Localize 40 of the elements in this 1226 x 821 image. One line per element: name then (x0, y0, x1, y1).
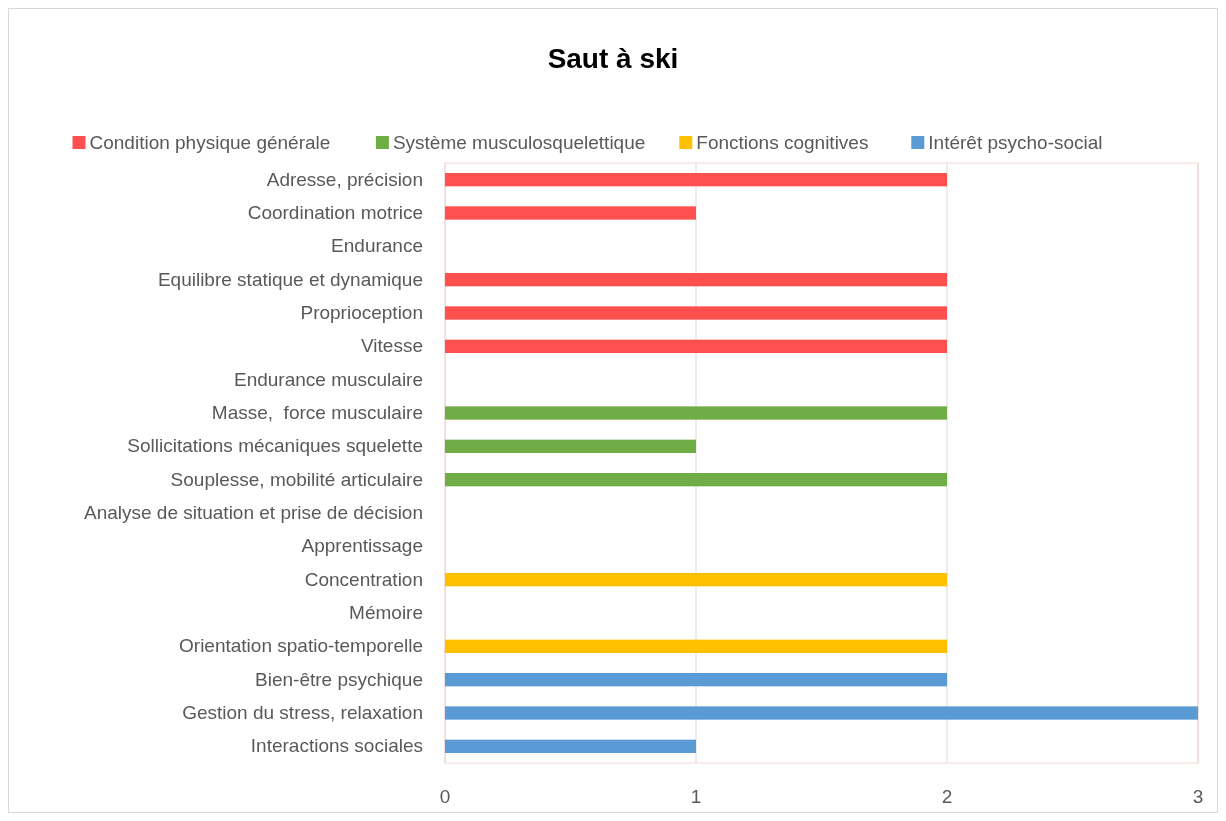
bar (445, 206, 696, 220)
legend-label: Condition physique générale (89, 132, 331, 153)
legend-label: Fonctions cognitives (696, 132, 869, 153)
x-tick-label: 1 (690, 786, 702, 807)
y-tick-label: Gestion du stress, relaxation (182, 702, 423, 723)
bar (445, 406, 947, 420)
bar (445, 673, 947, 687)
bar (445, 639, 947, 653)
y-tick-label: Orientation spatio-temporelle (179, 635, 423, 657)
y-tick-label: Mémoire (349, 602, 423, 623)
y-tick-label: Coordination motrice (247, 202, 423, 223)
bar (445, 573, 947, 587)
y-tick-label: Concentration (304, 568, 423, 590)
x-tick-label: 2 (941, 786, 953, 807)
bar (445, 306, 947, 320)
y-tick-label: Equilibre statique et dynamique (157, 268, 423, 290)
bar (445, 339, 947, 353)
y-tick-label: Proprioception (300, 302, 423, 323)
x-tick-label: 0 (439, 786, 451, 807)
y-tick-label: Souplesse, mobilité articulaire (170, 468, 423, 490)
y-tick-label: Apprentissage (301, 535, 423, 557)
bar (445, 706, 1198, 720)
x-tick-label: 3 (1192, 786, 1204, 807)
y-tick-label: Masse, force musculaire (211, 402, 423, 423)
chart-title: Saut à ski (547, 43, 679, 74)
y-tick-label: Bien-être psychique (255, 668, 423, 690)
y-tick-label: Interactions sociales (250, 735, 423, 757)
y-tick-label: Adresse, précision (266, 168, 423, 190)
bar (445, 439, 696, 453)
y-tick-label: Endurance (331, 235, 423, 257)
bar (445, 739, 696, 753)
bar (445, 473, 947, 487)
legend-label: Système musculosquelettique (392, 132, 646, 153)
bar (445, 273, 947, 287)
legend-label: Intérêt psycho-social (928, 132, 1103, 153)
y-tick-label: Endurance musculaire (233, 368, 423, 390)
y-tick-label: Analyse de situation et prise de décision (83, 502, 423, 523)
y-tick-label: Vitesse (361, 335, 423, 357)
y-tick-label: Sollicitations mécaniques squelette (127, 435, 423, 457)
bar (445, 173, 947, 187)
